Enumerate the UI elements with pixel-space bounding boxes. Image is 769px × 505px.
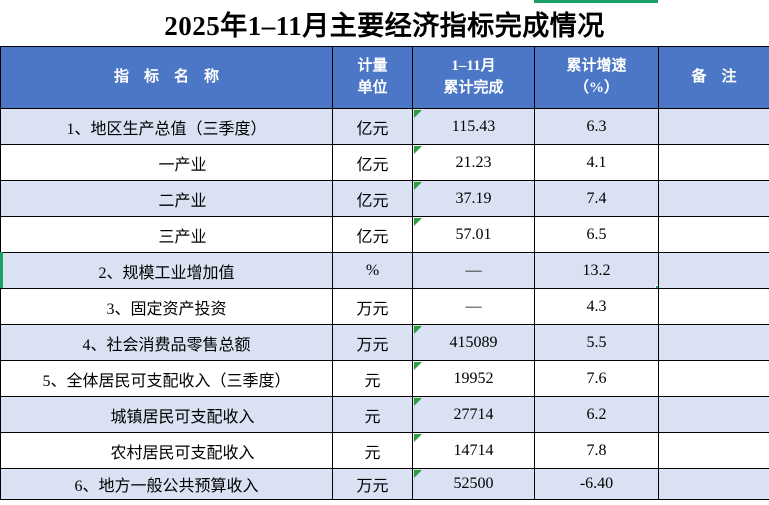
remark-cell[interactable] [658, 396, 769, 433]
growth-cell[interactable]: 6.5 [534, 216, 659, 253]
indicator-cell[interactable]: 6、地方一般公共预算收入 [0, 468, 333, 500]
indicator-cell[interactable]: 4、社会消费品零售总额 [0, 324, 333, 361]
indicator-cell[interactable]: 3、固定资产投资 [0, 288, 333, 325]
table-row: 三产业 亿元 57.01 6.5 [0, 216, 769, 253]
unit-cell[interactable]: 亿元 [332, 108, 413, 145]
error-indicator-icon [414, 218, 422, 226]
growth-cell[interactable]: 7.6 [534, 360, 659, 397]
table-row: 5、全体居民可支配收入（三季度） 元 19952 7.6 [0, 360, 769, 397]
page-title: 2025年1–11月主要经济指标完成情况 [164, 10, 605, 41]
header-unit[interactable]: 计量 单位 [332, 46, 413, 109]
unit-cell[interactable]: 万元 [332, 324, 413, 361]
unit-cell[interactable]: 亿元 [332, 216, 413, 253]
growth-cell[interactable]: 5.5 [534, 324, 659, 361]
remark-cell[interactable] [658, 324, 769, 361]
indicator-cell[interactable]: 2、规模工业增加值 [0, 252, 333, 289]
remark-cell[interactable] [658, 144, 769, 181]
unit-cell[interactable]: 万元 [332, 468, 413, 500]
selected-cell[interactable]: 13.2 [534, 252, 659, 289]
error-indicator-icon [414, 110, 422, 118]
growth-cell[interactable]: 6.3 [534, 108, 659, 145]
unit-cell[interactable]: 亿元 [332, 144, 413, 181]
value-cell[interactable]: — [412, 252, 535, 289]
remark-cell[interactable] [658, 108, 769, 145]
remark-cell[interactable] [658, 432, 769, 469]
value-cell[interactable]: 415089 [412, 324, 535, 361]
indicators-table: 指 标 名 称 计量 单位 1–11月 累计完成 累计增速 （%） 备 注 1、… [0, 46, 769, 500]
selected-row-indicator [0, 252, 3, 288]
remark-cell[interactable] [658, 360, 769, 397]
remark-cell[interactable] [658, 180, 769, 217]
indicator-cell[interactable]: 5、全体居民可支配收入（三季度） [0, 360, 333, 397]
table-row: 农村居民可支配收入 元 14714 7.8 [0, 432, 769, 469]
table-row: 二产业 亿元 37.19 7.4 [0, 180, 769, 217]
value-cell[interactable]: 37.19 [412, 180, 535, 217]
table-row: 城镇居民可支配收入 元 27714 6.2 [0, 396, 769, 433]
remark-cell[interactable] [658, 468, 769, 500]
table-row: 1、地区生产总值（三季度） 亿元 115.43 6.3 [0, 108, 769, 145]
value-cell[interactable]: 19952 [412, 360, 535, 397]
partial-row-strip [0, 500, 769, 505]
unit-cell[interactable]: 元 [332, 432, 413, 469]
value-cell[interactable]: — [412, 288, 535, 325]
growth-cell[interactable]: 4.1 [534, 144, 659, 181]
indicator-cell[interactable]: 农村居民可支配收入 [0, 432, 333, 469]
unit-cell[interactable]: 亿元 [332, 180, 413, 217]
indicator-cell[interactable]: 城镇居民可支配收入 [0, 396, 333, 433]
value-cell[interactable]: 14714 [412, 432, 535, 469]
indicator-cell[interactable]: 二产业 [0, 180, 333, 217]
growth-cell[interactable]: 7.8 [534, 432, 659, 469]
header-row: 指 标 名 称 计量 单位 1–11月 累计完成 累计增速 （%） 备 注 [0, 46, 769, 109]
error-indicator-icon [414, 182, 422, 190]
unit-cell[interactable]: % [332, 252, 413, 289]
header-indicator-name[interactable]: 指 标 名 称 [0, 46, 333, 109]
indicator-cell[interactable]: 一产业 [0, 144, 333, 181]
value-cell[interactable]: 52500 [412, 468, 535, 500]
header-cumulative-value[interactable]: 1–11月 累计完成 [412, 46, 535, 109]
growth-cell[interactable]: 7.4 [534, 180, 659, 217]
fill-handle[interactable] [655, 285, 658, 288]
unit-cell[interactable]: 万元 [332, 288, 413, 325]
title-cell[interactable]: 2025年1–11月主要经济指标完成情况 [0, 0, 769, 46]
value-cell[interactable]: 115.43 [412, 108, 535, 145]
value-cell[interactable]: 21.23 [412, 144, 535, 181]
remark-cell[interactable] [658, 216, 769, 253]
table-row: 6、地方一般公共预算收入 万元 52500 -6.40 [0, 468, 769, 500]
error-indicator-icon [414, 470, 422, 478]
error-indicator-icon [414, 326, 422, 334]
remark-cell[interactable] [658, 252, 769, 289]
growth-cell[interactable]: 4.3 [534, 288, 659, 325]
value-cell[interactable]: 27714 [412, 396, 535, 433]
table-row: 4、社会消费品零售总额 万元 415089 5.5 [0, 324, 769, 361]
unit-cell[interactable]: 元 [332, 360, 413, 397]
error-indicator-icon [414, 398, 422, 406]
error-indicator-icon [414, 146, 422, 154]
error-indicator-icon [414, 362, 422, 370]
growth-cell[interactable]: 6.2 [534, 396, 659, 433]
table-row: 2、规模工业增加值 % — 13.2 [0, 252, 769, 289]
indicator-cell[interactable]: 三产业 [0, 216, 333, 253]
header-growth-rate[interactable]: 累计增速 （%） [534, 46, 659, 109]
value-cell[interactable]: 57.01 [412, 216, 535, 253]
selected-column-indicator [534, 0, 658, 3]
unit-cell[interactable]: 元 [332, 396, 413, 433]
header-remark[interactable]: 备 注 [658, 46, 769, 109]
remark-cell[interactable] [658, 288, 769, 325]
growth-cell[interactable]: -6.40 [534, 468, 659, 500]
indicator-cell[interactable]: 1、地区生产总值（三季度） [0, 108, 333, 145]
table-row: 3、固定资产投资 万元 — 4.3 [0, 288, 769, 325]
table-row: 一产业 亿元 21.23 4.1 [0, 144, 769, 181]
error-indicator-icon [414, 434, 422, 442]
